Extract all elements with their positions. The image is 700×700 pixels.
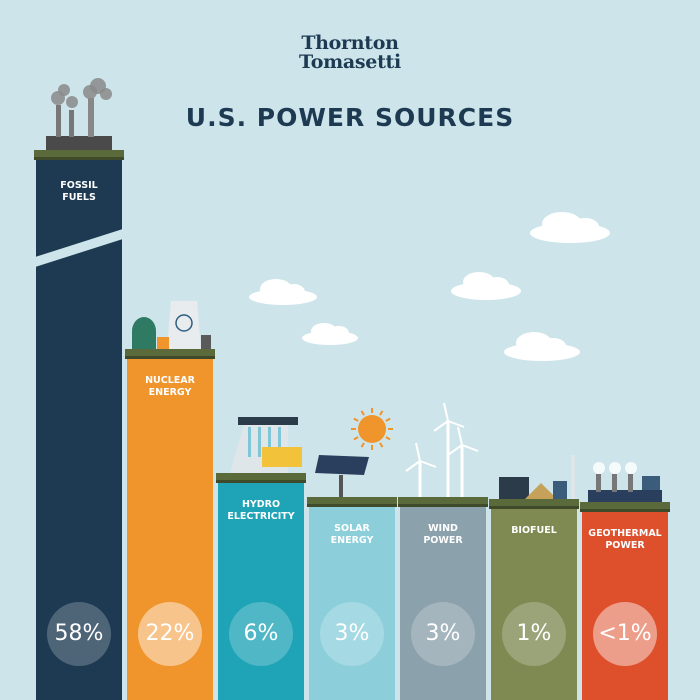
ground-strip: [398, 497, 488, 506]
bar-label-solar: SOLAR ENERGY: [309, 523, 395, 547]
bar-label-wind: WIND POWER: [400, 523, 486, 547]
bar-label-line: ELECTRICITY: [227, 511, 295, 522]
ground-edge: [580, 509, 670, 512]
cloud-icon: [249, 279, 317, 305]
bar-label-nuclear: NUCLEAR ENERGY: [127, 375, 213, 399]
value-circle-biofuel: 1%: [502, 602, 566, 666]
bar-label-line: POWER: [423, 535, 463, 546]
bar-label-line: FUELS: [62, 192, 96, 203]
bar-label-hydro: HYDRO ELECTRICITY: [218, 499, 304, 523]
value-circle-hydro: 6%: [229, 602, 293, 666]
solar-panel-icon: [315, 408, 393, 497]
cloud-icon: [530, 212, 610, 243]
bar-wind: [400, 505, 486, 700]
bar-group-solar: [307, 408, 397, 700]
value-circle-geothermal: <1%: [593, 602, 657, 666]
bar-label-geothermal: GEOTHERMAL POWER: [582, 528, 668, 552]
brand-logo: Thornton Tomasetti: [0, 34, 700, 72]
ground-edge: [398, 504, 488, 507]
hydro-dam-icon: [230, 417, 302, 473]
bar-label-line: NUCLEAR: [145, 375, 195, 386]
bar-label-fossil: FOSSIL FUELS: [36, 180, 122, 204]
bar-label-biofuel: BIOFUEL: [491, 525, 577, 537]
bar-geothermal: [582, 510, 668, 700]
logo-line-1: Thornton: [301, 32, 399, 54]
value-circle-wind: 3%: [411, 602, 475, 666]
bar-label-line: WIND: [428, 523, 458, 534]
bar-group-wind: [398, 402, 488, 700]
logo-line-2: Tomasetti: [299, 51, 401, 73]
bar-group-nuclear: [125, 301, 215, 700]
geothermal-plant-icon: [588, 462, 662, 502]
ground-edge: [125, 356, 215, 359]
power-plant-icon: [46, 78, 112, 150]
cloud-icon: [302, 323, 358, 345]
ground-strip: [307, 497, 397, 506]
cloud-icon: [451, 272, 521, 300]
value-circle-solar: 3%: [320, 602, 384, 666]
ground-strip: [580, 502, 670, 511]
ground-strip: [125, 349, 215, 358]
ground-edge: [307, 504, 397, 507]
biofuel-plant-icon: [499, 455, 575, 499]
bar-label-line: POWER: [605, 540, 645, 551]
ground-edge: [216, 480, 306, 483]
bar-group-geothermal: [580, 462, 670, 700]
ground-strip: [489, 499, 579, 508]
cloud-icon: [504, 332, 580, 361]
bar-hydro: [218, 481, 304, 700]
chart-title: U.S. POWER SOURCES: [185, 103, 515, 132]
ground-strip: [34, 150, 124, 159]
value-circle-fossil: 58%: [47, 602, 111, 666]
bar-group-biofuel: [489, 455, 579, 700]
ground-strip: [216, 473, 306, 482]
bar-solar: [309, 505, 395, 700]
value-circle-nuclear: 22%: [138, 602, 202, 666]
bar-label-line: SOLAR: [334, 523, 370, 534]
bar-biofuel: [491, 507, 577, 700]
bar-group-hydro: [216, 417, 306, 700]
bar-label-line: ENERGY: [148, 387, 192, 398]
ground-edge: [489, 506, 579, 509]
bar-label-line: ENERGY: [330, 535, 374, 546]
ground-edge: [34, 157, 124, 160]
bar-label-line: GEOTHERMAL: [588, 528, 662, 539]
broken-axis-mark: [32, 228, 126, 268]
wind-turbine-icon: [405, 402, 479, 497]
bar-label-line: FOSSIL: [60, 180, 98, 191]
bar-label-line: BIOFUEL: [511, 525, 557, 536]
bar-label-line: HYDRO: [241, 499, 281, 510]
bar-nuclear: [127, 357, 213, 700]
nuclear-plant-icon: [132, 301, 211, 349]
